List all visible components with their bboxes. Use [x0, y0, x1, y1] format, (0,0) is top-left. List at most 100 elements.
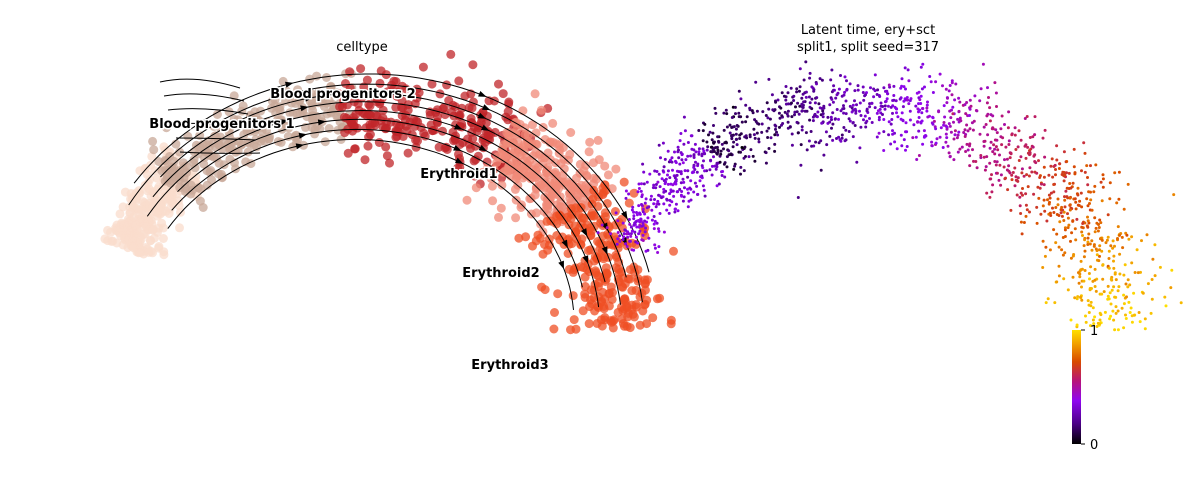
cell-point-blood-progenitors-1: [175, 223, 184, 233]
latent-time-point: [938, 72, 942, 76]
latent-time-point: [1083, 269, 1087, 272]
latent-time-point: [776, 98, 780, 102]
latent-time-point: [1035, 171, 1039, 175]
cell-point-erythroid1: [468, 60, 478, 70]
latent-time-point: [959, 119, 963, 123]
latent-time-point: [764, 151, 768, 155]
latent-time-point: [947, 89, 951, 93]
latent-time-point: [742, 156, 746, 160]
latent-time-point: [795, 110, 799, 114]
latent-time-point: [768, 117, 772, 121]
latent-time-point: [1091, 306, 1095, 310]
latent-time-point: [928, 75, 932, 78]
latent-time-point: [964, 112, 968, 116]
latent-time-point: [920, 119, 924, 123]
latent-time-point: [811, 115, 815, 119]
latent-time-point: [648, 172, 652, 176]
latent-time-point: [802, 100, 806, 104]
latent-time-point: [864, 121, 868, 125]
latent-time-point: [1076, 186, 1080, 190]
latent-time-point: [727, 149, 731, 153]
latent-time-point: [882, 149, 886, 152]
latent-time-point: [902, 99, 906, 103]
latent-time-point: [900, 77, 904, 81]
latent-time-point: [665, 208, 669, 212]
latent-time-point: [713, 106, 717, 110]
cell-point-erythroid1: [454, 76, 464, 86]
latent-time-point: [657, 229, 661, 233]
latent-time-point: [1072, 165, 1076, 169]
latent-time-point: [680, 152, 684, 156]
latent-time-point: [624, 196, 628, 200]
cell-point-erythroid1: [427, 79, 437, 89]
latent-time-point: [1093, 216, 1097, 220]
latent-time-point: [926, 115, 930, 119]
latent-time-point: [1080, 298, 1084, 302]
latent-time-point: [1043, 155, 1047, 159]
latent-time-point: [1106, 294, 1110, 298]
cell-point-erythroid2: [520, 123, 530, 133]
latent-time-point: [1098, 244, 1102, 248]
cluster-label-erythroid3: Erythroid3: [471, 358, 548, 373]
latent-time-point: [828, 134, 832, 138]
latent-time-point: [953, 133, 957, 137]
cell-point-erythroid3: [556, 211, 566, 221]
latent-time-point: [1127, 237, 1131, 241]
latent-time-point: [1101, 173, 1105, 177]
latent-time-point: [710, 173, 714, 177]
colorbar-tick-label-max: 1: [1090, 324, 1098, 339]
cell-point-blood-progenitors-2: [149, 145, 159, 155]
cell-point-blood-progenitors-2: [238, 101, 248, 111]
cell-point-blood-progenitors-2: [326, 82, 336, 92]
latent-time-point: [892, 84, 896, 88]
latent-time-point: [1024, 192, 1028, 196]
latent-time-point: [1107, 257, 1111, 260]
latent-time-point: [629, 232, 633, 236]
latent-time-point: [1073, 296, 1077, 300]
cell-point-blood-progenitors-2: [281, 96, 291, 106]
streamline: [163, 93, 245, 102]
latent-time-point: [891, 111, 894, 115]
latent-time-point: [1116, 328, 1120, 332]
latent-time-point: [1057, 264, 1061, 268]
latent-time-point: [907, 102, 911, 106]
latent-time-point: [644, 249, 648, 253]
cell-point-erythroid2: [497, 180, 507, 190]
latent-time-point: [1098, 218, 1102, 222]
latent-time-point: [949, 116, 953, 120]
latent-time-point: [764, 161, 768, 165]
cell-point-erythroid3: [624, 198, 634, 208]
latent-time-point: [689, 134, 693, 138]
latent-time-point: [920, 111, 924, 115]
latent-time-point: [994, 128, 998, 132]
latent-time-point: [778, 125, 781, 129]
latent-time-point: [1020, 232, 1024, 236]
latent-time-point: [991, 114, 995, 118]
cell-point-erythroid3: [598, 287, 608, 297]
cell-point-erythroid2: [528, 120, 537, 130]
latent-time-point: [1093, 184, 1097, 188]
latent-time-point: [773, 142, 777, 146]
latent-time-point: [937, 110, 941, 114]
latent-time-point: [739, 165, 743, 169]
latent-time-point: [797, 89, 801, 93]
latent-time-point: [993, 147, 997, 151]
latent-time-point: [699, 175, 703, 179]
latent-time-point: [737, 111, 741, 115]
latent-time-point: [1108, 181, 1112, 185]
latent-time-point: [840, 94, 844, 98]
latent-time-point: [656, 180, 660, 184]
latent-time-point: [914, 104, 918, 108]
latent-time-point: [1112, 259, 1115, 263]
latent-time-point: [950, 79, 954, 83]
cell-point-erythroid2: [550, 167, 560, 177]
latent-time-point: [919, 65, 923, 69]
latent-time-point: [958, 147, 962, 151]
latent-time-point: [720, 142, 724, 146]
latent-time-point: [1033, 115, 1037, 119]
cell-point-erythroid3: [552, 231, 562, 240]
latent-time-point: [706, 145, 710, 149]
latent-time-point: [1127, 300, 1131, 304]
latent-time-point: [800, 109, 804, 113]
cell-point-blood-progenitors-2: [224, 107, 234, 117]
